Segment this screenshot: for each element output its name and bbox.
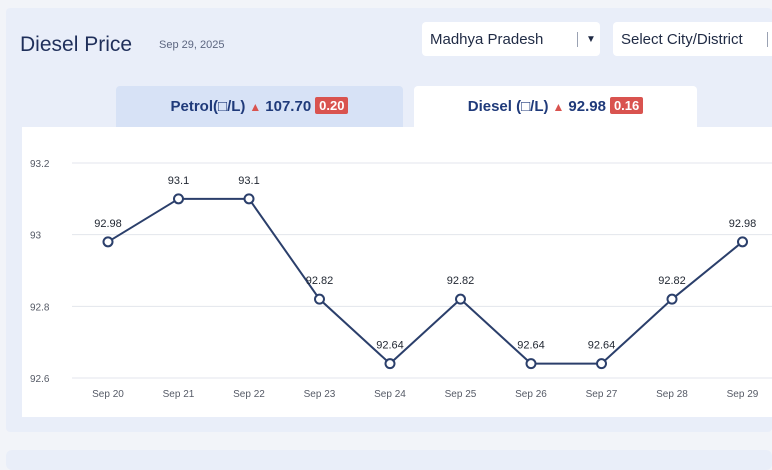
data-point [314, 293, 325, 305]
y-tick-label: 93 [30, 231, 42, 242]
up-arrow-icon: ▲ [552, 100, 565, 114]
data-point [666, 293, 678, 305]
tab-diesel-change-badge: 0.16 [609, 97, 644, 114]
data-label: 92.82 [658, 275, 686, 287]
x-tick-label: Sep 22 [233, 389, 265, 400]
x-tick-label: Sep 26 [515, 389, 547, 400]
x-tick-label: Sep 20 [92, 389, 124, 400]
diesel-price-line-chart: 93.2 93 92.8 92.6 Sep 20 Sep 21 Sep 22 Sep 23 Se… [30, 159, 772, 400]
data-point [243, 193, 255, 205]
data-label: 92.98 [94, 218, 122, 230]
data-point [455, 293, 466, 305]
x-tick-label: Sep 29 [727, 389, 759, 400]
tab-petrol-label: Petrol(□/L) [170, 98, 246, 115]
next-card [6, 450, 772, 470]
data-label: 92.64 [376, 340, 404, 352]
data-label: 92.64 [517, 340, 545, 352]
x-tick-label: Sep 23 [304, 389, 336, 400]
series-line [107, 197, 744, 366]
data-label: 92.82 [447, 275, 475, 287]
city-dropdown[interactable]: Select City/District [613, 22, 772, 56]
data-point [102, 236, 114, 248]
tab-diesel-price: 92.98 [568, 98, 606, 115]
x-tick-label: Sep 24 [374, 389, 406, 400]
dropdown-separator [767, 32, 768, 47]
state-dropdown[interactable]: Madhya Pradesh ▼ [422, 22, 600, 56]
data-point [525, 358, 537, 370]
tab-diesel-label: Diesel (□/L) [467, 98, 549, 115]
data-label: 92.64 [588, 340, 616, 352]
price-chart-panel: 93.2 93 92.8 92.6 Sep 20 Sep 21 Sep 22 Sep 23 Se… [22, 127, 772, 417]
page-title: Diesel Price [20, 33, 133, 56]
chevron-down-icon[interactable]: ▼ [586, 34, 596, 45]
x-tick-label: Sep 27 [586, 389, 618, 400]
dropdown-separator [577, 32, 578, 47]
data-label: 92.82 [306, 275, 334, 287]
y-tick-label: 92.8 [30, 302, 50, 313]
tab-petrol[interactable]: Petrol(□/L) ▲ 107.70 0.20 [116, 86, 403, 128]
data-label: 93.1 [238, 175, 259, 187]
up-arrow-icon: ▲ [249, 100, 262, 114]
data-point [384, 358, 396, 370]
data-point [173, 193, 184, 205]
tab-petrol-change-badge: 0.20 [315, 97, 349, 114]
x-tick-label: Sep 28 [656, 389, 688, 400]
tab-diesel[interactable]: Diesel (□/L) ▲ 92.98 0.16 [414, 86, 697, 128]
data-label: 92.98 [729, 218, 757, 230]
state-dropdown-value: Madhya Pradesh [430, 31, 544, 48]
x-tick-label: Sep 21 [163, 389, 195, 400]
tab-petrol-price: 107.70 [265, 98, 312, 115]
price-date: Sep 29, 2025 [159, 39, 225, 51]
data-point [596, 358, 607, 370]
y-tick-label: 92.6 [30, 374, 50, 385]
data-label: 93.1 [168, 175, 189, 187]
y-tick-label: 93.2 [30, 159, 50, 170]
data-point [737, 236, 748, 248]
x-tick-label: Sep 25 [445, 389, 477, 400]
city-dropdown-placeholder: Select City/District [621, 31, 743, 48]
